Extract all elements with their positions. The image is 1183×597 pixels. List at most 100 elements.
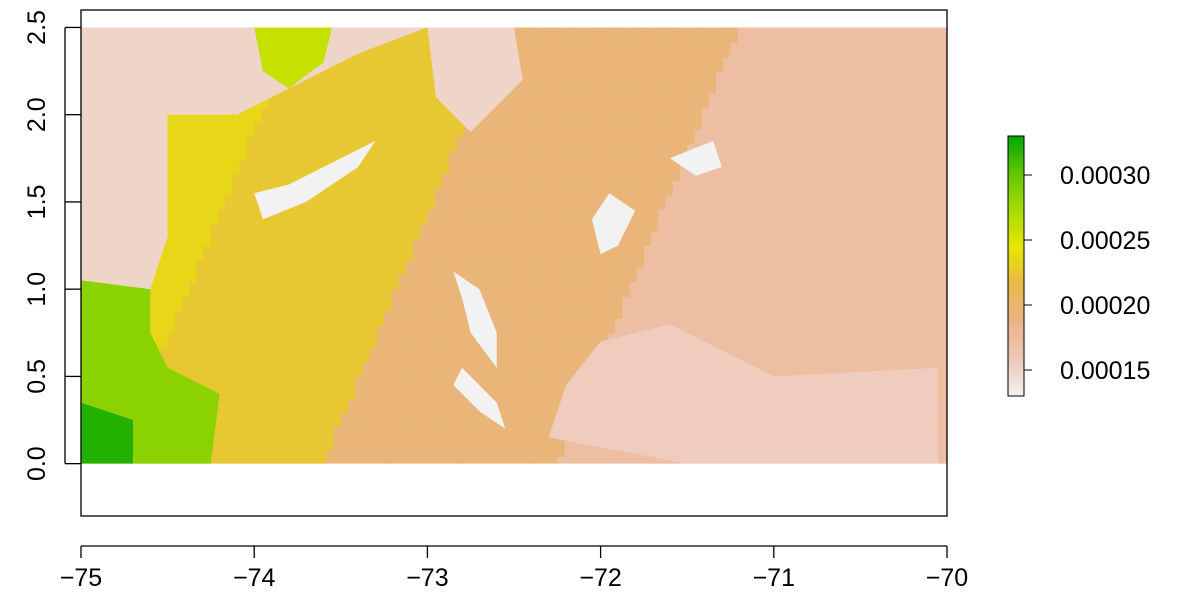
raster-cell [680,246,688,254]
raster-cell [420,456,428,464]
raster-cell [593,173,601,181]
raster-cell [781,318,789,326]
raster-cell [269,282,277,290]
raster-cell [276,238,284,246]
raster-cell [774,369,782,377]
raster-cell [528,449,536,457]
raster-cell [601,260,609,268]
raster-cell [615,318,623,326]
raster-cell [240,275,248,283]
raster-cell [521,296,529,304]
raster-cell [846,260,854,268]
raster-cell [709,311,717,319]
raster-cell [211,362,219,370]
raster-cell [774,326,782,334]
raster-cell [694,253,702,261]
raster-cell [319,413,327,421]
raster-cell [269,398,277,406]
raster-cell [666,180,674,188]
raster-cell [752,253,760,261]
raster-cell [261,224,269,232]
raster-cell [211,267,219,275]
raster-cell [355,195,363,203]
raster-cell [832,355,840,363]
raster-cell [240,260,248,268]
raster-cell [918,282,926,290]
raster-cell [435,311,443,319]
raster-cell [406,405,414,413]
raster-cell [500,246,508,254]
raster-cell [839,195,847,203]
raster-cell [839,231,847,239]
raster-cell [182,260,190,268]
raster-cell [601,267,609,275]
raster-cell [507,456,515,464]
raster-cell [788,326,796,334]
raster-cell [370,275,378,283]
raster-cell [745,282,753,290]
raster-cell [666,311,674,319]
raster-cell [225,405,233,413]
raster-cell [225,224,233,232]
raster-cell [211,224,219,232]
raster-cell [225,282,233,290]
raster-cell [536,216,544,224]
raster-cell [550,405,558,413]
raster-cell [579,187,587,195]
raster-cell [832,267,840,275]
raster-cell [478,195,486,203]
raster-cell [723,166,731,174]
raster-cell [622,267,630,275]
raster-cell [904,355,912,363]
raster-cell [247,173,255,181]
raster-cell [629,231,637,239]
raster-cell [326,326,334,334]
raster-cell [377,362,385,370]
raster-cell [240,369,248,377]
raster-cell [507,355,515,363]
raster-cell [196,296,204,304]
raster-cell [507,449,515,457]
raster-cell [348,340,356,348]
raster-cell [702,267,710,275]
raster-cell [478,224,486,232]
raster-cell [471,456,479,464]
raster-cell [449,391,457,399]
raster-cell [449,420,457,428]
raster-cell [810,326,818,334]
raster-cell [507,413,515,421]
raster-cell [521,391,529,399]
raster-cell [810,318,818,326]
raster-cell [860,289,868,297]
raster-cell [500,449,508,457]
raster-cell [305,253,313,261]
raster-cell [500,158,508,166]
raster-cell [745,311,753,319]
raster-cell [687,275,695,283]
raster-cell [839,311,847,319]
raster-cell [341,224,349,232]
raster-cell [846,166,854,174]
raster-cell [334,420,342,428]
raster-cell [687,267,695,275]
raster-cell [175,340,183,348]
raster-cell [658,216,666,224]
raster-cell [745,296,753,304]
raster-cell [370,420,378,428]
raster-cell [579,267,587,275]
raster-cell [933,187,941,195]
raster-cell [485,195,493,203]
raster-cell [225,420,233,428]
raster-cell [485,209,493,217]
raster-cell [514,231,522,239]
raster-cell [795,289,803,297]
raster-cell [355,333,363,341]
raster-cell [925,260,933,268]
raster-cell [637,304,645,312]
raster-cell [406,362,414,370]
raster-cell [666,289,674,297]
raster-cell [449,340,457,348]
raster-cell [312,355,320,363]
raster-cell [925,296,933,304]
raster-cell [399,267,407,275]
